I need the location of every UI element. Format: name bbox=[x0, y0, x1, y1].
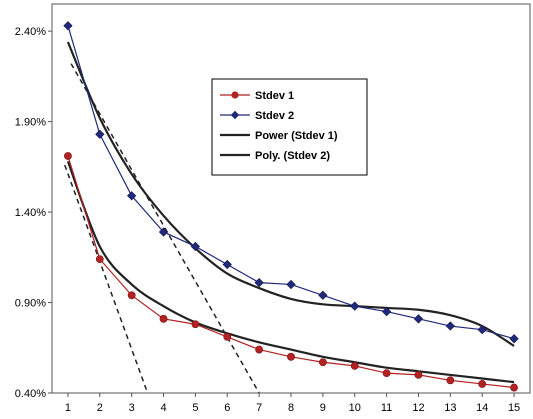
data-point bbox=[350, 361, 359, 370]
x-tick-label: 13 bbox=[444, 402, 456, 414]
data-point bbox=[477, 325, 487, 335]
data-point bbox=[510, 383, 518, 392]
x-tick-label: 5 bbox=[192, 402, 198, 414]
x-tick-label: 8 bbox=[288, 402, 294, 414]
x-tick-label: 1 bbox=[65, 402, 71, 414]
data-point bbox=[190, 241, 201, 252]
data-point bbox=[478, 380, 487, 388]
data-point bbox=[255, 345, 264, 354]
data-point bbox=[381, 306, 392, 317]
data-point bbox=[286, 279, 296, 290]
data-point bbox=[382, 369, 391, 377]
legend-swatch-marker bbox=[231, 91, 239, 99]
data-point bbox=[222, 259, 232, 270]
data-point bbox=[350, 301, 360, 311]
x-tick-label: 15 bbox=[508, 402, 520, 414]
x-tick-label: 9 bbox=[320, 402, 326, 414]
x-tick-label: 7 bbox=[256, 402, 262, 414]
data-point bbox=[159, 314, 168, 323]
x-tick-label: 6 bbox=[224, 402, 230, 414]
legend-label: Power (Stdev 1) bbox=[255, 130, 338, 142]
data-point bbox=[158, 227, 169, 237]
data-point bbox=[95, 129, 105, 139]
y-tick-label: 0.40% bbox=[15, 388, 46, 400]
data-point bbox=[63, 21, 73, 31]
y-tick-label: 2.40% bbox=[15, 26, 46, 38]
trendline-3 bbox=[66, 41, 515, 347]
y-tick-label: 0.90% bbox=[15, 298, 46, 310]
data-point bbox=[445, 321, 455, 331]
data-point bbox=[318, 358, 327, 367]
legend-label: Poly. (Stdev 2) bbox=[255, 150, 330, 162]
x-tick-label: 12 bbox=[412, 402, 424, 414]
trendline-2 bbox=[66, 161, 515, 384]
legend-label: Stdev 1 bbox=[255, 90, 294, 102]
x-tick-label: 10 bbox=[349, 402, 361, 414]
data-point bbox=[223, 333, 232, 341]
data-point bbox=[509, 334, 519, 344]
axes-layer: 0.40%0.90%1.40%1.90%2.40%1 2 3 4 5 6 7 8 9 10 11 12… bbox=[15, 3, 531, 414]
x-tick-label: 14 bbox=[476, 402, 488, 414]
dashed-tangent-line bbox=[64, 164, 149, 394]
data-point bbox=[127, 191, 137, 201]
data-point bbox=[446, 376, 455, 385]
series-layer bbox=[63, 21, 519, 392]
legend: Stdev 1 Stdev 2 Power (Stdev 1) Poly. (Stde… bbox=[211, 78, 368, 176]
data-point bbox=[254, 278, 264, 288]
x-tick-label: 3 bbox=[129, 402, 135, 414]
data-point bbox=[414, 371, 423, 379]
x-tick-label: 11 bbox=[381, 402, 392, 414]
y-tick-label: 1.90% bbox=[15, 117, 46, 129]
data-point bbox=[318, 290, 328, 300]
data-point bbox=[127, 291, 136, 300]
data-point bbox=[95, 255, 104, 264]
x-tick-label: 2 bbox=[97, 402, 103, 414]
data-point bbox=[191, 320, 200, 329]
y-tick-label: 1.40% bbox=[15, 207, 46, 219]
data-point bbox=[64, 152, 72, 160]
data-point bbox=[413, 314, 424, 324]
data-point bbox=[287, 352, 295, 361]
legend-label: Stdev 2 bbox=[255, 110, 294, 122]
legend-swatch-marker bbox=[230, 110, 240, 120]
x-tick-label: 4 bbox=[160, 402, 166, 414]
